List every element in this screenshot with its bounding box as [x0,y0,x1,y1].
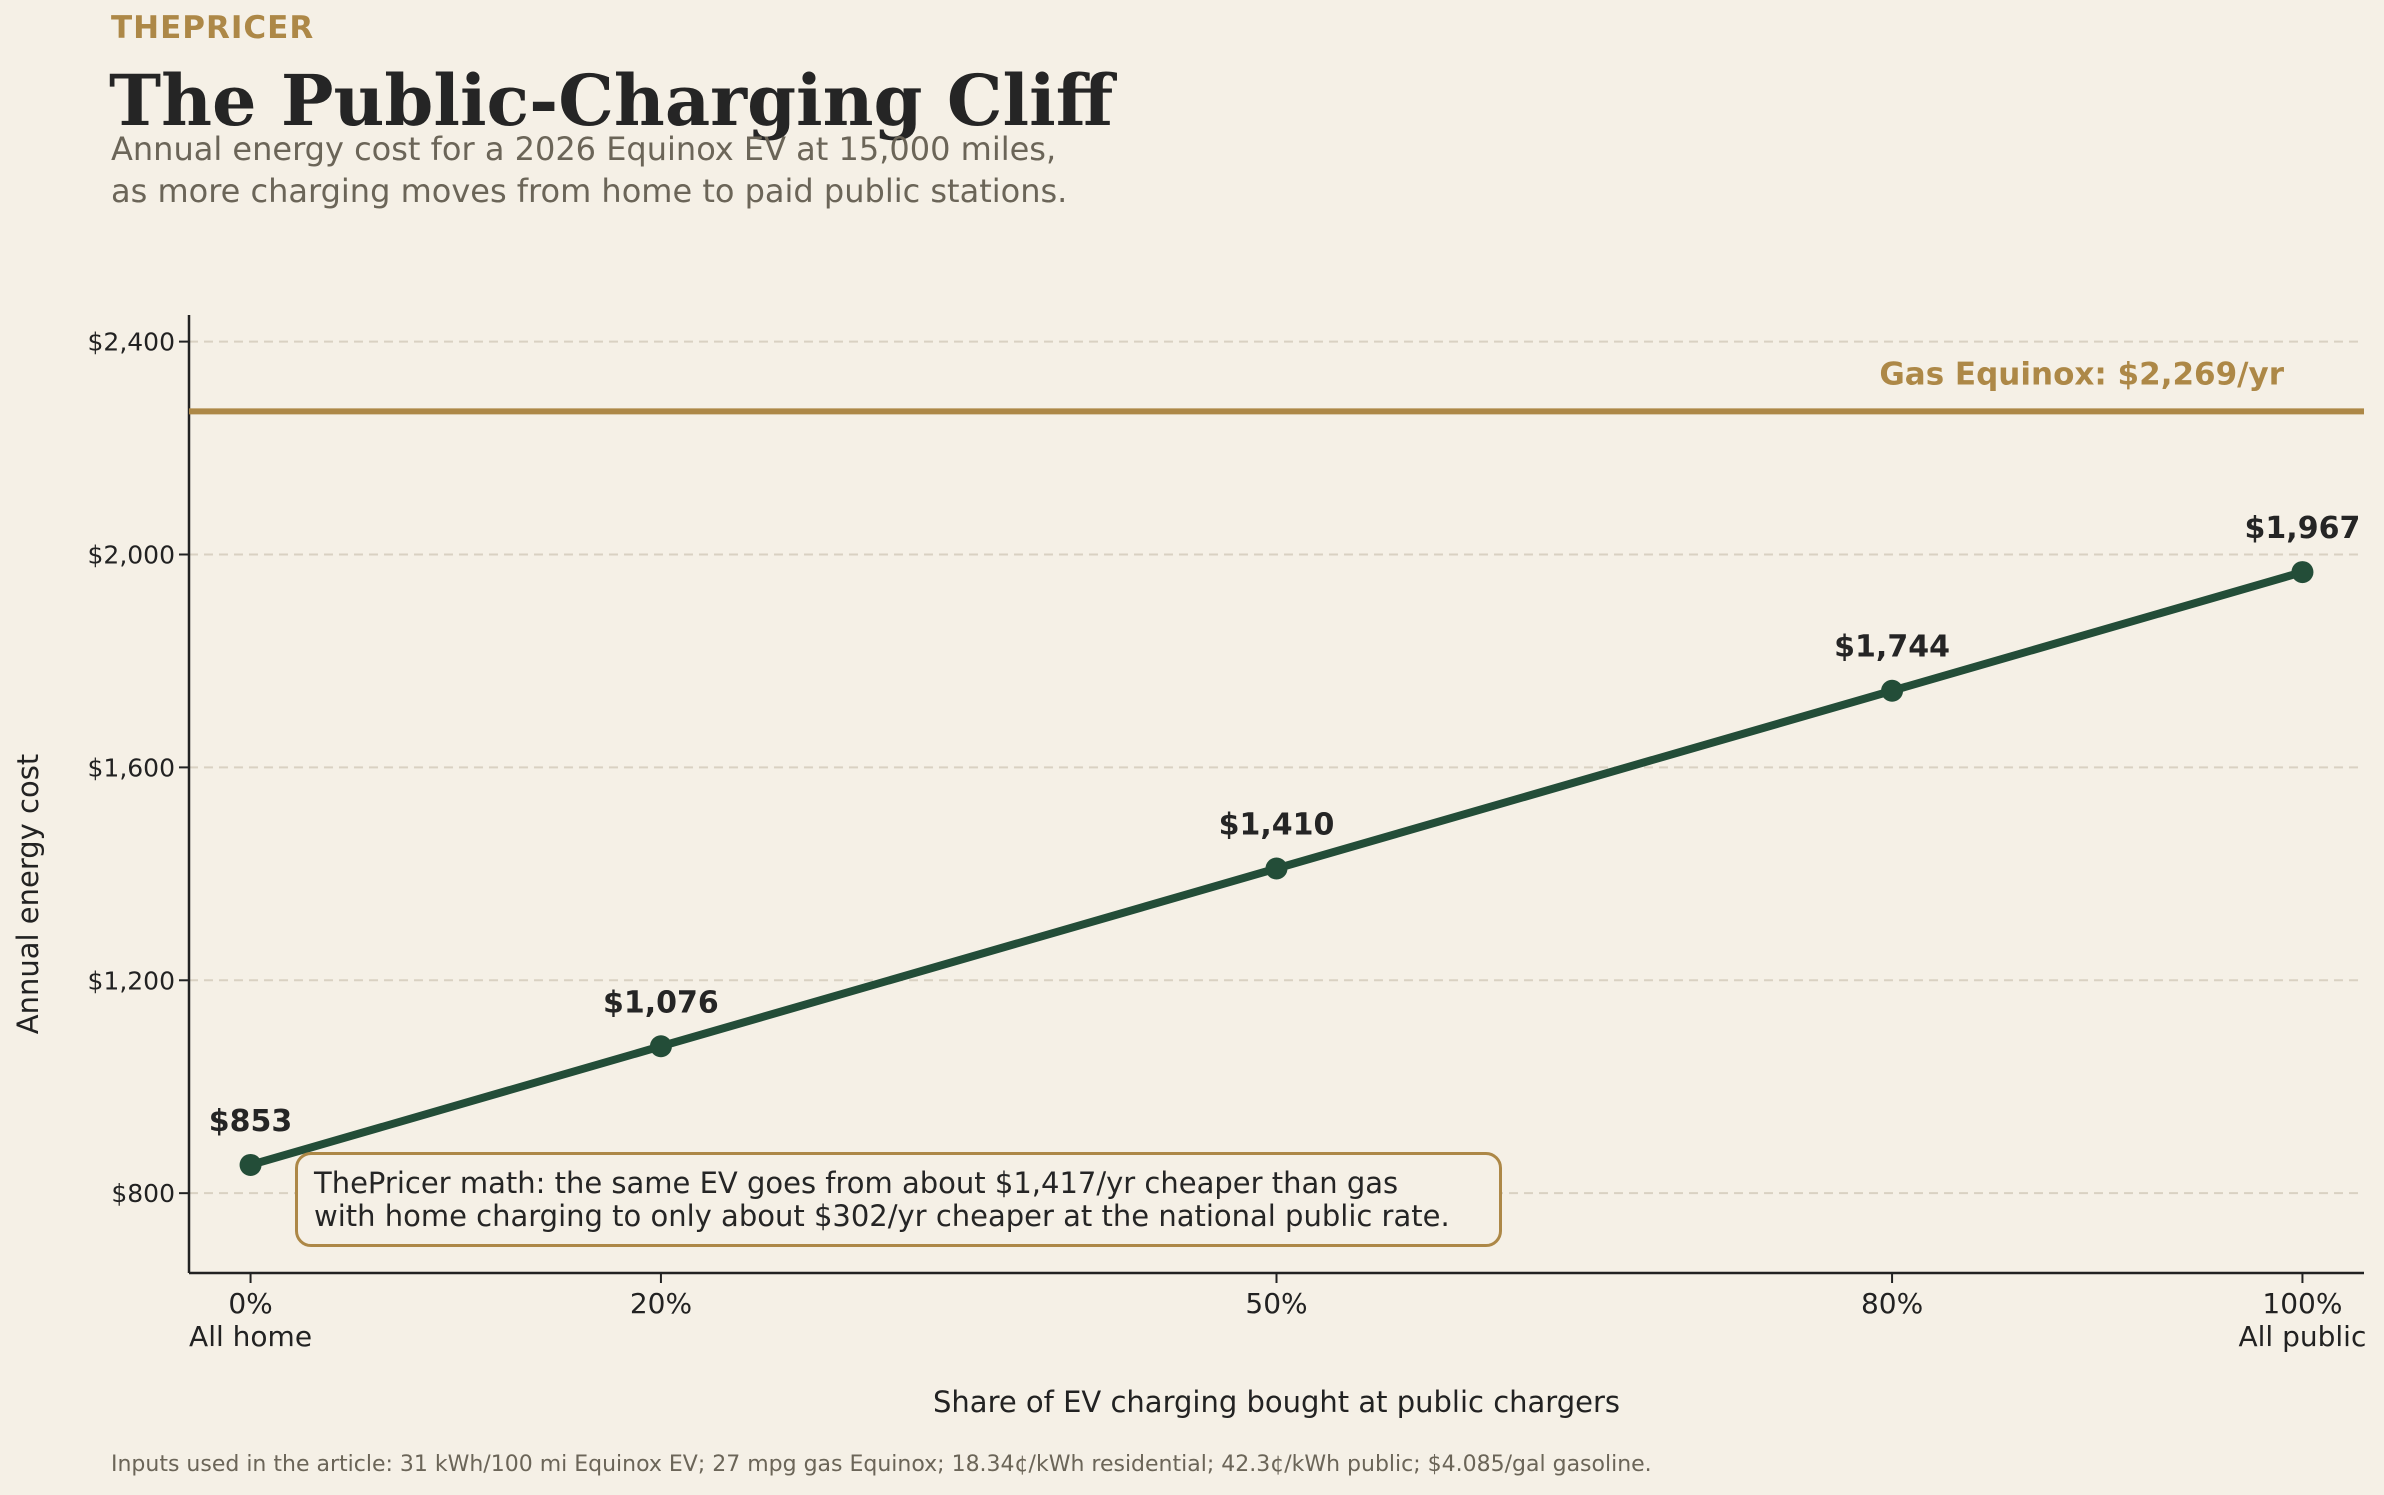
data-point [2291,561,2314,584]
subtitle-line-1: Annual energy cost for a 2026 Equinox EV… [111,130,1057,168]
data-point [1265,857,1288,880]
brand-name: THEPRICER [111,10,315,46]
x-axis-title: Share of EV charging bought at public ch… [933,1385,1620,1419]
x-tick-label: 0% [228,1287,272,1320]
data-label: $1,744 [1834,630,1950,665]
chart-title: The Public-Charging Cliff [109,59,1114,142]
x-tick-sublabel: All public [2239,1320,2367,1353]
x-tick-sublabel: All home [189,1320,312,1353]
x-tick-label: 50% [1245,1287,1307,1320]
data-label: $1,076 [603,985,719,1020]
y-axis-title: Annual energy cost [11,754,45,1034]
data-label: $1,967 [2245,511,2361,546]
x-tick-label: 80% [1861,1287,1923,1320]
chart-subtitle: Annual energy cost for a 2026 Equinox EV… [111,128,1067,212]
gas-reference-label: Gas Equinox: $2,269/yr [1879,356,2284,392]
x-tick-label: 100% [2262,1287,2342,1320]
y-tick-label: $1,600 [88,753,175,782]
annotation-line-2: with home charging to only about $302/yr… [314,1199,1450,1233]
annotation-box: ThePricer math: the same EV goes from ab… [295,1152,1502,1247]
data-point [239,1153,262,1176]
data-point [649,1035,672,1058]
data-label: $853 [209,1104,293,1139]
y-tick-label: $1,200 [88,966,175,995]
footnote: Inputs used in the article: 31 kWh/100 m… [111,1452,1652,1477]
subtitle-line-2: as more charging moves from home to paid… [111,172,1068,210]
y-tick-label: $2,400 [88,328,175,357]
x-tick-label: 20% [630,1287,692,1320]
data-point [1881,679,1904,702]
data-label: $1,410 [1219,808,1335,843]
y-tick-label: $800 [111,1179,175,1208]
y-tick-label: $2,000 [88,541,175,570]
annotation-line-1: ThePricer math: the same EV goes from ab… [314,1166,1399,1200]
